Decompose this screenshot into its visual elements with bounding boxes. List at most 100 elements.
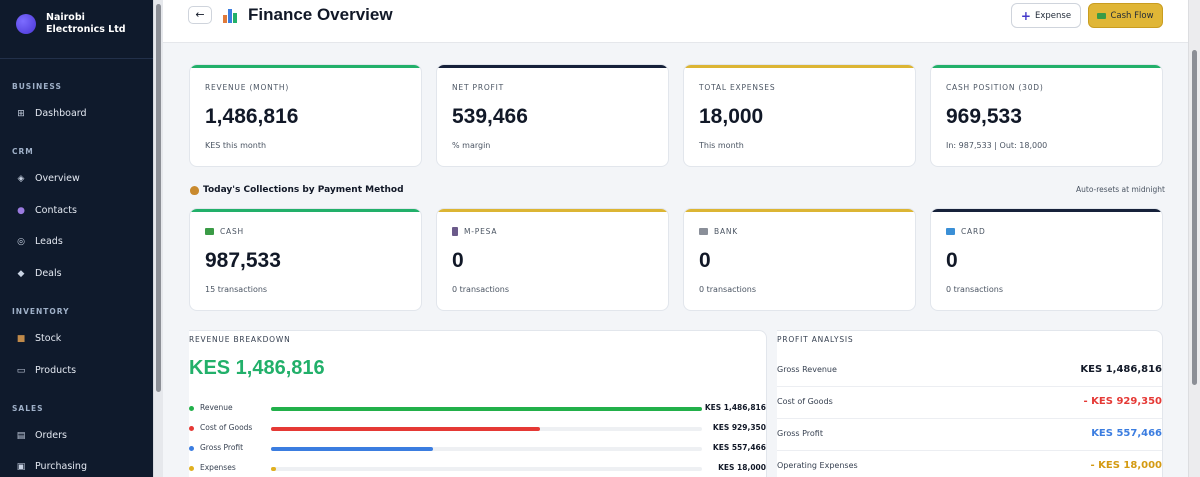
sidebar-item-deals[interactable]: ◆ Deals <box>16 268 62 279</box>
kpi-sub: In: 987,533 | Out: 18,000 <box>946 141 1048 150</box>
profit-value: KES 1,486,816 <box>1080 364 1162 375</box>
payment-value: 987,533 <box>205 249 281 272</box>
person-icon: ● <box>17 205 25 216</box>
sidebar-item-leads[interactable]: ◎ Leads <box>16 236 63 247</box>
sidebar-item-label: Orders <box>35 430 67 441</box>
page-scrollbar-thumb[interactable] <box>1192 50 1197 385</box>
breakdown-row: Expenses KES 18,000 <box>189 462 766 474</box>
target-icon: ◎ <box>17 236 25 247</box>
add-expense-button[interactable]: + Expense <box>1011 3 1081 28</box>
section-business: BUSINESS <box>12 82 62 91</box>
profit-label: Gross Profit <box>777 429 823 438</box>
payment-accent <box>190 209 421 212</box>
breakdown-label: Gross Profit <box>200 443 244 452</box>
kpi-label: TOTAL EXPENSES <box>699 83 776 92</box>
section-inventory: INVENTORY <box>12 307 70 316</box>
breakdown-bar-fill <box>271 427 541 431</box>
legend-dot <box>189 466 194 471</box>
brand[interactable]: Nairobi Electronics Ltd <box>16 12 136 36</box>
diamond-icon: ◈ <box>17 173 25 184</box>
kpi-value: 18,000 <box>699 105 764 128</box>
profit-label: Cost of Goods <box>777 397 833 406</box>
payment-label-text: M-PESA <box>464 227 498 236</box>
sidebar-item-dashboard[interactable]: ⊞ Dashboard <box>16 108 86 119</box>
payment-sub: 15 transactions <box>205 285 268 294</box>
sidebar-item-products[interactable]: ▭ Products <box>16 365 76 376</box>
cash-icon <box>205 228 214 235</box>
profit-label: Gross Revenue <box>777 365 837 374</box>
payment-label: CASH <box>205 227 244 236</box>
breakdown-amount: KES 929,350 <box>712 423 766 432</box>
breakdown-bar-track <box>271 467 702 471</box>
kpi-card-total-expenses: TOTAL EXPENSES 18,000 This month <box>683 64 916 167</box>
kpi-sub: % margin <box>452 141 491 150</box>
payment-value: 0 <box>452 249 464 272</box>
breakdown-bar-track <box>271 447 702 451</box>
legend-dot <box>189 446 194 451</box>
breakdown-bar-fill <box>271 467 277 471</box>
payment-accent <box>437 209 668 212</box>
breakdown-label: Expenses <box>200 463 236 472</box>
legend-dot <box>189 426 194 431</box>
profit-row: Cost of Goods - KES 929,350 <box>777 387 1162 419</box>
breakdown-row: Revenue KES 1,486,816 <box>189 402 766 414</box>
sidebar-item-purchasing[interactable]: ▣ Purchasing <box>16 461 87 472</box>
sidebar-item-label: Products <box>35 365 77 376</box>
kpi-card-revenue: REVENUE (MONTH) 1,486,816 KES this month <box>189 64 422 167</box>
page-scrollbar[interactable] <box>1188 0 1200 477</box>
revenue-breakdown-panel: REVENUE BREAKDOWN KES 1,486,816 Revenue K… <box>189 330 767 477</box>
breakdown-label: Cost of Goods <box>200 423 253 432</box>
sidebar-item-label: Deals <box>35 268 62 279</box>
money-icon <box>1097 12 1107 19</box>
breakdown-bar-track <box>271 427 702 431</box>
profit-value: - KES 18,000 <box>1090 460 1162 471</box>
back-button[interactable]: ← <box>188 6 212 24</box>
payment-card-card: CARD 0 0 transactions <box>930 208 1163 311</box>
sidebar-item-overview[interactable]: ◈ Overview <box>16 173 80 184</box>
grid-icon: ⊞ <box>17 108 25 119</box>
sidebar-item-contacts[interactable]: ● Contacts <box>16 205 77 216</box>
phone-icon <box>452 227 458 236</box>
kpi-value: 1,486,816 <box>205 105 299 128</box>
profit-row: Operating Expenses - KES 18,000 <box>777 451 1162 477</box>
bank-icon <box>699 228 708 235</box>
sidebar-scrollbar-thumb[interactable] <box>156 4 161 392</box>
legend-dot <box>189 406 194 411</box>
cart-icon: ▣ <box>16 461 26 472</box>
sidebar-item-orders[interactable]: ▤ Orders <box>16 430 67 441</box>
payment-value: 0 <box>699 249 711 272</box>
kpi-sub: KES this month <box>205 141 267 150</box>
section-crm: CRM <box>12 147 34 156</box>
profit-analysis-panel: PROFIT ANALYSIS Gross Revenue KES 1,486,8… <box>777 330 1163 477</box>
payment-label-text: CASH <box>220 227 244 236</box>
sidebar-scrollbar[interactable] <box>153 0 163 477</box>
revenue-breakdown-title: REVENUE BREAKDOWN <box>189 335 291 344</box>
company-name: Nairobi Electronics Ltd <box>46 12 126 35</box>
cash-flow-button[interactable]: Cash Flow <box>1088 3 1163 28</box>
payment-accent <box>931 209 1162 212</box>
payment-accent <box>684 209 915 212</box>
kpi-label: NET PROFIT <box>452 83 505 92</box>
diamond-icon: ◆ <box>17 268 25 279</box>
logo-icon <box>16 14 36 34</box>
credit-card-icon <box>946 228 955 235</box>
sidebar-item-label: Overview <box>35 173 80 184</box>
breakdown-amount: KES 18,000 <box>718 463 766 472</box>
plus-icon: + <box>1020 8 1031 23</box>
payment-sub: 0 transactions <box>699 285 756 294</box>
page-title: Finance Overview <box>248 5 393 24</box>
sidebar-item-stock[interactable]: ■ Stock <box>16 333 62 344</box>
kpi-sub: This month <box>699 141 744 150</box>
breakdown-label: Revenue <box>200 403 233 412</box>
payment-card-mpesa: M-PESA 0 0 transactions <box>436 208 669 311</box>
payment-sub: 0 transactions <box>946 285 1003 294</box>
payment-card-cash: CASH 987,533 15 transactions <box>189 208 422 311</box>
bar-chart-icon <box>223 7 237 23</box>
auto-reset-note: Auto-resets at midnight <box>1076 185 1165 194</box>
kpi-accent <box>931 65 1162 68</box>
section-sales: SALES <box>12 404 44 413</box>
kpi-accent <box>684 65 915 68</box>
collections-title: Today's Collections by Payment Method <box>190 185 404 195</box>
payment-sub: 0 transactions <box>452 285 509 294</box>
payment-label: BANK <box>699 227 738 236</box>
